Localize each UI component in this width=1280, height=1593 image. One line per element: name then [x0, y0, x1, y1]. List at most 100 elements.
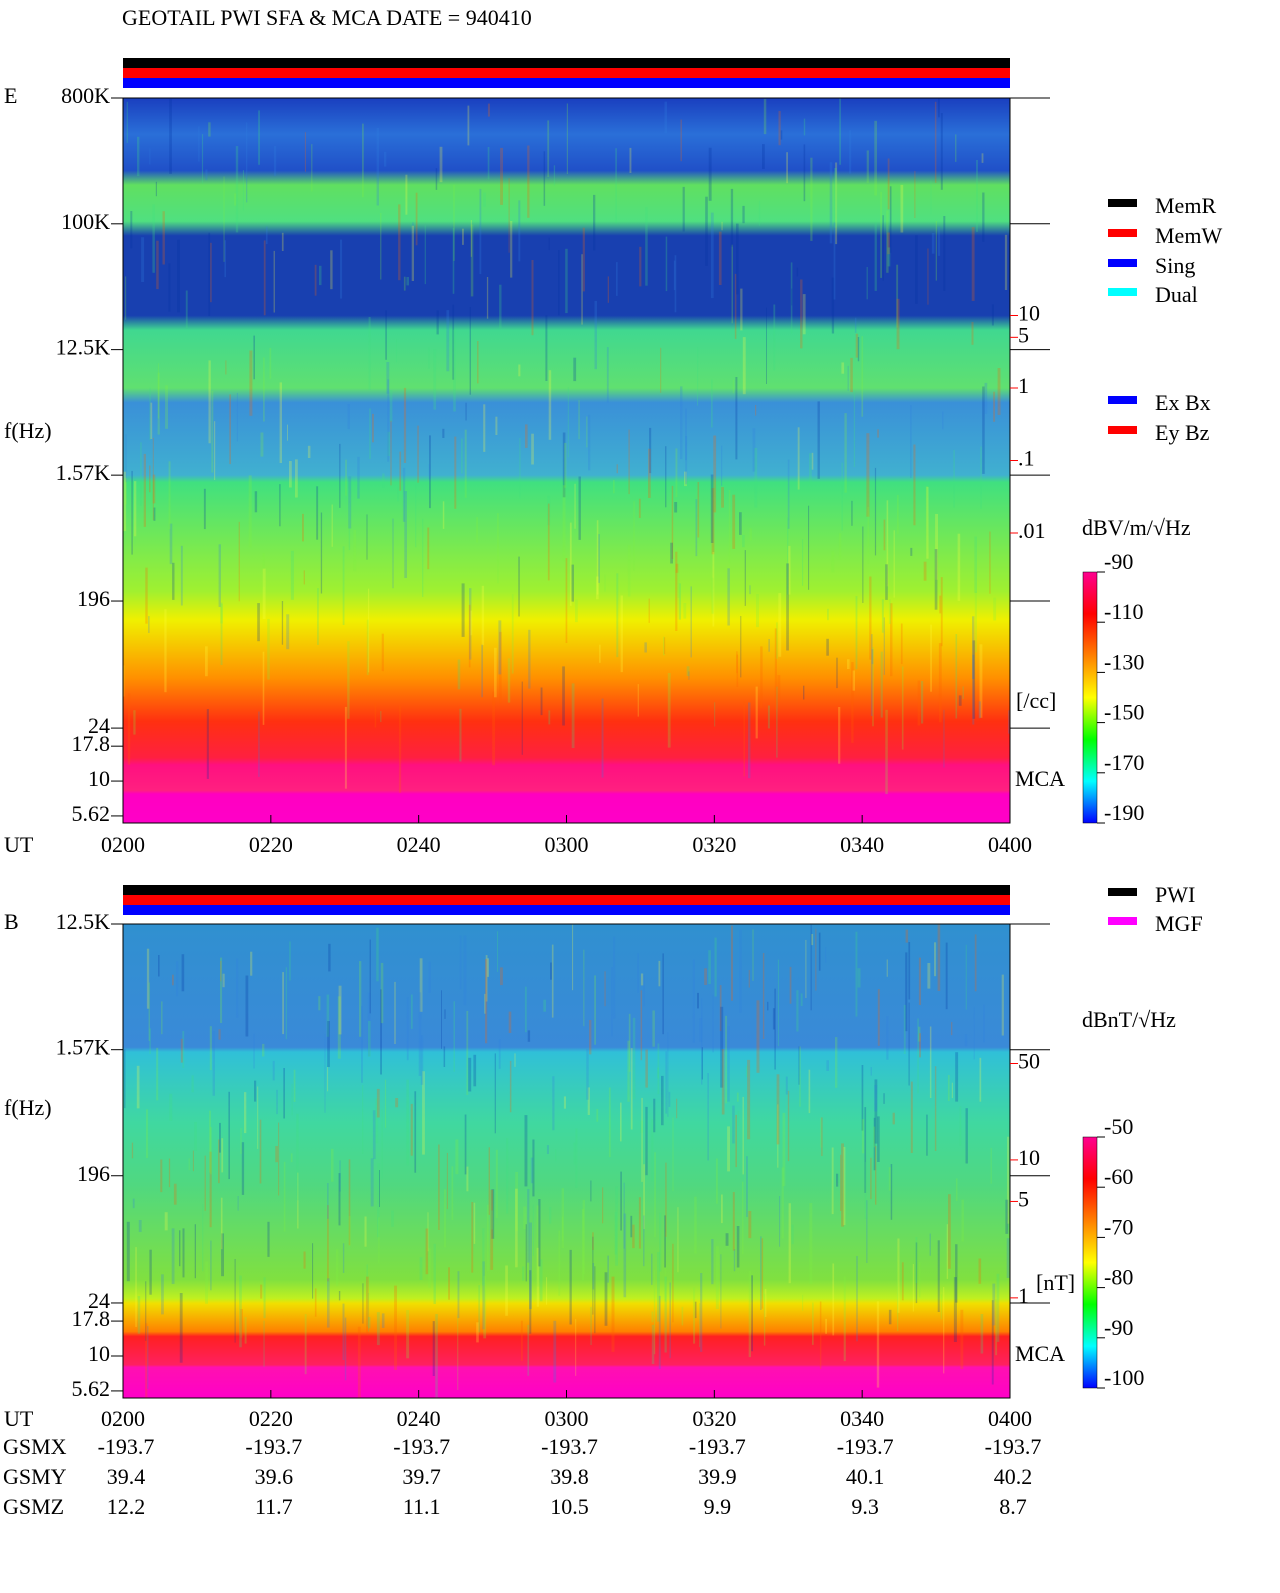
x-tick-label: 0400: [988, 1406, 1032, 1431]
spectrogram-texture: [653, 1270, 656, 1355]
spectrogram-texture: [972, 654, 975, 725]
spectrogram-texture: [670, 542, 673, 564]
spectrogram-texture: [483, 192, 486, 207]
spectrogram-texture: [667, 673, 671, 748]
spectrogram-texture: [676, 1098, 678, 1119]
spectrogram-texture: [841, 362, 845, 374]
spectrogram-texture: [812, 1302, 814, 1345]
spectrogram-texture: [674, 502, 678, 513]
spectrogram-texture: [856, 1256, 858, 1342]
spectrogram-texture: [663, 636, 665, 656]
orbit-label: GSMZ: [3, 1494, 64, 1519]
spectrogram-texture: [720, 1006, 724, 1088]
spectrogram-texture: [893, 530, 895, 598]
spectrogram-texture: [760, 1236, 762, 1310]
spectrogram-texture: [523, 1206, 527, 1230]
spectrogram-texture: [915, 1237, 918, 1284]
spectrogram-texture: [739, 512, 742, 535]
spectrogram-texture: [940, 113, 943, 190]
spectrogram-texture: [368, 1292, 370, 1332]
spectrogram-texture: [348, 476, 352, 529]
spectrogram-texture: [611, 1276, 615, 1352]
spectrogram-texture: [644, 642, 647, 653]
spectrogram-texture: [482, 1228, 485, 1286]
spectrogram-texture: [403, 387, 407, 463]
spectrogram-texture: [871, 649, 874, 665]
spectrogram-texture: [419, 1257, 423, 1280]
spectrogram-texture: [446, 1152, 448, 1210]
orbit-value: -193.7: [541, 1434, 598, 1459]
spectrogram-texture: [462, 228, 464, 245]
spectrogram-texture: [786, 152, 788, 184]
spectrogram-texture: [781, 1167, 784, 1239]
spectrogram-texture: [312, 1243, 314, 1299]
spectrogram-texture: [573, 1142, 576, 1165]
spectrogram-texture: [411, 225, 414, 281]
spectrogram-texture: [453, 1001, 455, 1072]
colorbar-tick-label: -80: [1104, 1265, 1133, 1290]
spectrogram-texture: [372, 1110, 376, 1160]
spectrogram-texture: [497, 513, 499, 584]
spectrogram-texture: [145, 567, 148, 624]
spectrogram-texture: [381, 1109, 383, 1180]
spectrogram-texture: [776, 686, 778, 758]
spectrogram-texture: [838, 707, 841, 764]
spectrogram-texture: [777, 675, 781, 703]
spectrogram-texture: [265, 226, 268, 245]
spectrogram-texture: [680, 386, 683, 460]
spectrogram-texture: [381, 633, 384, 672]
spectrogram-texture: [380, 212, 382, 280]
spectrogram-texture: [834, 168, 837, 228]
spectrogram-texture: [843, 1276, 846, 1362]
spectrogram-texture: [888, 1309, 892, 1325]
spectrogram-texture: [623, 1182, 625, 1249]
spectrogram-texture: [289, 461, 292, 488]
spectrogram-texture: [953, 1277, 957, 1342]
spectrogram-texture: [342, 1303, 345, 1360]
spectrogram-texture: [149, 465, 151, 493]
spectrogram-texture: [479, 188, 482, 275]
spectrogram-texture: [406, 277, 409, 286]
orbit-value: 39.6: [255, 1464, 294, 1489]
spectrogram-texture: [825, 947, 827, 963]
spectrogram-texture: [747, 1059, 751, 1140]
spectrogram-texture: [866, 433, 870, 517]
spectrogram-texture: [273, 146, 277, 176]
spectrogram-texture: [838, 533, 842, 560]
spectrogram-texture: [668, 1091, 671, 1107]
spectrogram-texture: [290, 550, 294, 600]
spectrogram-texture: [203, 488, 206, 530]
spectrogram-texture: [1006, 1238, 1010, 1278]
spectrogram-texture: [381, 1313, 385, 1328]
spectrogram-texture: [627, 545, 631, 597]
spectrogram-texture: [955, 1052, 959, 1102]
spectrogram-texture: [209, 1110, 211, 1173]
spectrogram-texture: [900, 184, 904, 233]
colorbar-tick-label: -100: [1104, 1365, 1144, 1390]
spectrogram-texture: [684, 471, 687, 487]
colorbar-tick-label: -90: [1104, 1315, 1133, 1340]
spectrogram-texture: [983, 1004, 985, 1043]
spectrogram-texture: [748, 702, 751, 779]
spectrogram-texture: [847, 659, 850, 669]
spectrogram-texture: [147, 1326, 149, 1389]
spectrogram-texture: [524, 986, 527, 1033]
spectrogram-texture: [852, 670, 855, 691]
mca-label: MCA: [1015, 766, 1065, 791]
spectrogram-texture: [708, 950, 711, 985]
spectrogram-texture: [246, 122, 248, 203]
spectrogram-texture: [438, 1144, 440, 1230]
spectrogram-texture: [279, 382, 282, 463]
spectrogram-texture: [589, 1020, 592, 1055]
spectrogram-texture: [126, 101, 128, 143]
spectrogram-texture: [375, 1098, 379, 1144]
spectrogram-texture: [890, 603, 893, 677]
spectrogram-texture: [707, 1073, 709, 1161]
spectrogram-texture: [281, 232, 284, 251]
spectrogram-texture: [237, 1196, 239, 1211]
spectrogram-texture: [640, 990, 643, 1061]
spectrogram-texture: [721, 1194, 723, 1224]
spectrogram-texture: [861, 336, 864, 417]
spectrogram-texture: [971, 227, 975, 301]
spectrogram-texture: [678, 583, 681, 620]
